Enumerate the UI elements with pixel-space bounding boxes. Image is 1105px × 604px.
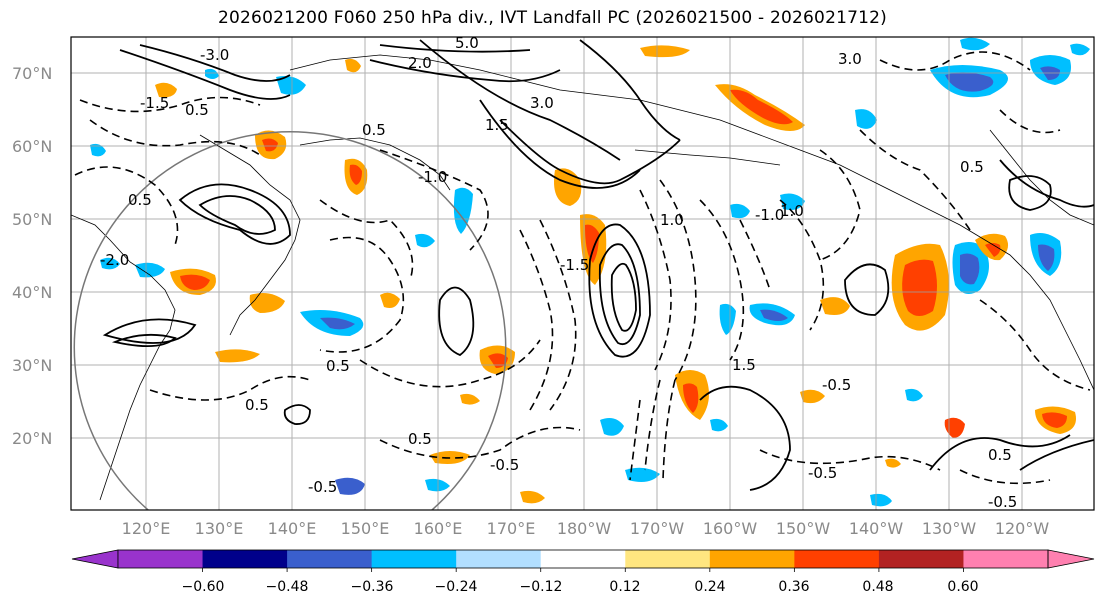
- contour-label: -3.0: [200, 46, 229, 64]
- contour-label: 0.5: [245, 396, 269, 414]
- contour-label: 0.5: [128, 191, 152, 209]
- colorbar-tick-label: −0.12: [520, 579, 563, 595]
- lon-label: 150°E: [341, 519, 390, 538]
- contour-label: 0.5: [408, 430, 432, 448]
- divergence-shading: [90, 37, 1090, 507]
- colorbar-bin: [709, 550, 795, 568]
- contour-label: -2.0: [100, 251, 129, 269]
- lat-label: 40°N: [12, 283, 52, 302]
- lon-label: 170°W: [630, 519, 685, 538]
- colorbar-bin: [625, 550, 711, 568]
- contour-label: -0.5: [988, 493, 1017, 511]
- ivt-contours: [102, 39, 1094, 491]
- latitude-axis: 70°N 60°N 50°N 40°N 30°N 20°N: [12, 64, 52, 448]
- lon-label: 130°W: [922, 519, 977, 538]
- contour-label: -0.5: [490, 456, 519, 474]
- contour-label: 1.0: [780, 202, 804, 220]
- lon-label: 120°E: [122, 519, 171, 538]
- colorbar-tick-label: −0.24: [435, 579, 478, 595]
- colorbar-bin: [963, 550, 1049, 568]
- contour-label: 0.5: [988, 446, 1012, 464]
- lon-label: 160°E: [414, 519, 463, 538]
- colorbar-bin: [118, 550, 204, 568]
- contour-labels: 5.0 3.0 3.0 2.0 1.5 1.5 1.0 1.0 0.5 0.5 …: [100, 34, 1017, 511]
- colorbar: [71, 549, 1095, 572]
- colorbar-tick-label: 0.36: [778, 579, 809, 595]
- lon-label: 160°W: [703, 519, 758, 538]
- colorbar-bin: [371, 550, 457, 568]
- contour-label: 0.5: [185, 101, 209, 119]
- colorbar-tick-label: −0.60: [182, 579, 225, 595]
- colorbar-tick-label: 0.60: [947, 579, 978, 595]
- contour-label: 0.5: [326, 357, 350, 375]
- colorbar-bin: [878, 550, 964, 568]
- lat-label: 20°N: [12, 429, 52, 448]
- lat-label: 60°N: [12, 137, 52, 156]
- lon-label: 130°E: [195, 519, 244, 538]
- coastlines: [71, 54, 1094, 501]
- contour-label: 0.5: [362, 121, 386, 139]
- colorbar-bin: [794, 550, 880, 568]
- contour-label: -1.0: [755, 206, 784, 224]
- colorbar-tick-label: 0.12: [609, 579, 640, 595]
- colorbar-bin: [456, 550, 542, 568]
- reference-circle: [73, 131, 507, 510]
- contour-label: -0.5: [822, 376, 851, 394]
- contour-label: 2.0: [408, 54, 432, 72]
- ivt-contours-negative: [74, 51, 1091, 485]
- longitude-axis: 120°E 130°E 140°E 150°E 160°E 170°E 180°…: [122, 519, 1050, 538]
- lat-label: 70°N: [12, 64, 52, 83]
- contour-label: -1.0: [418, 168, 447, 186]
- lon-label: 140°E: [268, 519, 317, 538]
- colorbar-tick-label: −0.48: [266, 579, 309, 595]
- colorbar-extend-max: [1047, 549, 1095, 569]
- colorbar-tick-label: −0.36: [351, 579, 394, 595]
- colorbar-bin: [540, 550, 626, 568]
- map-frame: [70, 36, 1095, 511]
- lon-label: 150°W: [776, 519, 831, 538]
- lon-label: 120°W: [995, 519, 1050, 538]
- contour-label: -0.5: [308, 478, 337, 496]
- contour-label: 1.5: [732, 356, 756, 374]
- lon-label: 140°W: [849, 519, 904, 538]
- contour-label: -0.5: [808, 464, 837, 482]
- colorbar-ticks: −0.60 −0.48 −0.36 −0.24 −0.12 0.12 0.24 …: [182, 579, 979, 595]
- colorbar-bin: [287, 550, 373, 568]
- contour-label: -1.5: [140, 94, 169, 112]
- contour-label: 3.0: [530, 94, 554, 112]
- colorbar-bin: [202, 550, 288, 568]
- colorbar-tick-label: 0.24: [694, 579, 725, 595]
- contour-label: 0.5: [960, 158, 984, 176]
- contour-label: -1.5: [560, 256, 589, 274]
- lat-label: 50°N: [12, 210, 52, 229]
- colorbar-tick-label: 0.48: [862, 579, 893, 595]
- lon-label: 170°E: [487, 519, 536, 538]
- contour-label: 5.0: [455, 34, 479, 52]
- contour-label: 1.0: [660, 211, 684, 229]
- colorbar-extend-min: [71, 549, 119, 569]
- lat-label: 30°N: [12, 356, 52, 375]
- lon-label: 180°W: [557, 519, 612, 538]
- graticule: [71, 37, 1094, 510]
- map-title: 2026021200 F060 250 hPa div., IVT Landfa…: [218, 8, 887, 28]
- colorbar-frame: [117, 549, 1049, 569]
- contour-label: 1.5: [485, 116, 509, 134]
- contour-label: 3.0: [838, 50, 862, 68]
